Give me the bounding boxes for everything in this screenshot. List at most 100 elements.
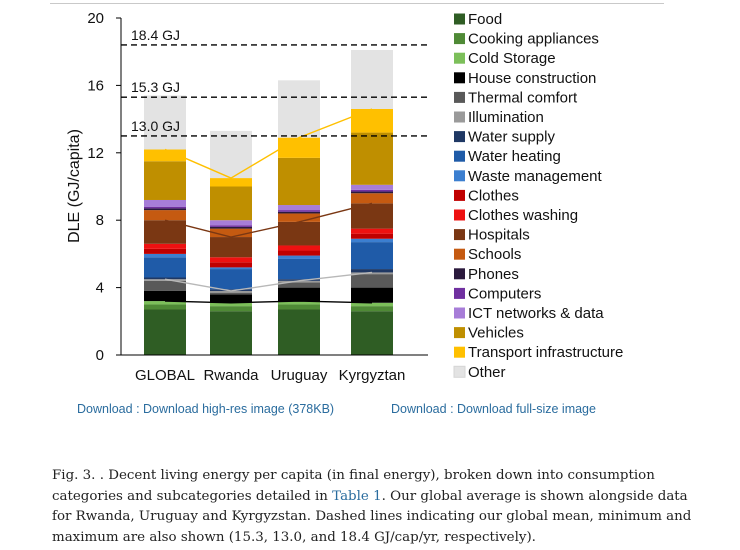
bar-segment-house-construction-uruguay <box>278 287 320 302</box>
legend-label-clothes-washing: Clothes washing <box>468 207 578 224</box>
legend-swatch-waste-management <box>454 170 465 182</box>
legend-label-cold-storage: Cold Storage <box>468 50 556 67</box>
legend-swatch-phones <box>454 268 465 280</box>
legend-label-clothes: Clothes <box>468 187 519 204</box>
bar-segment-clothes-uruguay <box>278 250 320 256</box>
bar-segment-transport-infrastructure-uruguay <box>278 137 320 158</box>
bar-segment-waste-management-rwanda <box>210 267 252 270</box>
legend-swatch-water-supply <box>454 131 465 143</box>
bar-segment-vehicles-global <box>144 161 186 200</box>
legend-swatch-water-heating <box>454 150 465 162</box>
y-tick-label-12: 12 <box>87 145 104 162</box>
bar-segment-water-supply-global <box>144 277 186 280</box>
bar-segment-computers-kyrgyztan <box>351 189 393 192</box>
legend-swatch-thermal-comfort <box>454 91 465 103</box>
legend-swatch-clothes <box>454 189 465 201</box>
bar-segment-other-uruguay <box>278 80 320 138</box>
bar-segment-vehicles-kyrgyztan <box>351 132 393 185</box>
legend-swatch-schools <box>454 248 465 260</box>
legend-label-cooking-appliances: Cooking appliances <box>468 31 599 48</box>
legend-swatch-transport-infrastructure <box>454 346 465 358</box>
bar-segment-hospitals-global <box>144 220 186 244</box>
connector-line-illumination <box>164 271 373 292</box>
top-divider <box>50 3 664 4</box>
bar-segment-other-kyrgyztan <box>351 50 393 109</box>
bar-segment-waste-management-global <box>144 253 186 258</box>
bar-segment-illumination-rwanda <box>210 290 252 293</box>
legend-swatch-food <box>454 13 465 25</box>
bar-segment-thermal-comfort-global <box>144 280 186 291</box>
caption-text-end: . Our global average is shown alongside … <box>52 488 692 545</box>
stacked-bar-chart: 18.4 GJ 15.3 GJ 13.0 GJ 0 4 8 12 16 20 GLOBAL Rwan… <box>66 10 623 384</box>
bar-segment-vehicles-rwanda <box>210 186 252 221</box>
bar-segment-schools-global <box>144 210 186 221</box>
bar-segment-phones-kyrgyztan <box>351 191 393 194</box>
bar-segment-illumination-kyrgyztan <box>351 272 393 275</box>
bar-segment-phones-global <box>144 208 186 211</box>
bar-segment-ict-networks-data-rwanda <box>210 220 252 226</box>
bar-segment-waste-management-uruguay <box>278 255 320 259</box>
legend-label-water-supply: Water supply <box>468 129 555 146</box>
bar-segment-water-heating-rwanda <box>210 269 252 290</box>
bar-segment-house-construction-global <box>144 290 186 302</box>
bar-segment-computers-uruguay <box>278 210 320 212</box>
bar-segment-clothes-global <box>144 248 186 254</box>
figure-caption: Fig. 3. . Decent living energy per capit… <box>52 466 692 548</box>
bar-segment-cold-storage-rwanda <box>210 302 252 307</box>
y-tick-label-4: 4 <box>96 280 104 297</box>
bar-segment-computers-global <box>144 206 186 209</box>
bar-segment-illumination-global <box>144 279 186 281</box>
bar-segment-house-construction-kyrgyztan <box>351 287 393 303</box>
bar-segment-cold-storage-global <box>144 301 186 305</box>
legend-label-hospitals: Hospitals <box>468 227 530 244</box>
bar-segment-vehicles-uruguay <box>278 157 320 206</box>
connector-line-cold-storage <box>164 300 373 304</box>
legend-swatch-vehicles <box>454 327 465 339</box>
reference-label-15-3-gj: 15.3 GJ <box>131 79 180 95</box>
bar-segment-thermal-comfort-uruguay <box>278 282 320 288</box>
legend-label-thermal-comfort: Thermal comfort <box>468 89 578 106</box>
bar-segment-cooking-appliances-uruguay <box>278 304 320 310</box>
bar-segment-house-construction-rwanda <box>210 294 252 303</box>
bar-segment-cold-storage-uruguay <box>278 301 320 305</box>
caption-text-start: Fig. 3. . Decent living energy per capit… <box>52 468 655 504</box>
connector-line-transport-infrastructure <box>164 108 373 179</box>
bar-segment-other-global <box>144 95 186 150</box>
legend-label-waste-management: Waste management <box>468 168 603 185</box>
bar-segment-transport-infrastructure-rwanda <box>210 178 252 187</box>
bar-segment-clothes-washing-uruguay <box>278 245 320 251</box>
bar-segment-ict-networks-data-uruguay <box>278 205 320 211</box>
legend-swatch-cooking-appliances <box>454 33 465 45</box>
download-full-size-link[interactable]: Download : Download full-size image <box>391 402 596 416</box>
x-tick-label-kyrgyztan: Kyrgyztan <box>339 367 406 384</box>
bar-segment-ict-networks-data-kyrgyztan <box>351 184 393 190</box>
bar-segment-clothes-washing-kyrgyztan <box>351 228 393 234</box>
bar-segment-waste-management-kyrgyztan <box>351 238 393 243</box>
bar-segment-cooking-appliances-kyrgyztan <box>351 306 393 312</box>
legend-swatch-clothes-washing <box>454 209 465 221</box>
legend-label-vehicles: Vehicles <box>468 325 524 342</box>
legend-label-ict-networks-data: ICT networks & data <box>468 305 604 322</box>
y-tick-label-8: 8 <box>96 212 104 229</box>
x-tick-label-uruguay: Uruguay <box>271 367 328 384</box>
bar-segment-clothes-washing-global <box>144 243 186 249</box>
x-tick-label-rwanda: Rwanda <box>203 367 259 384</box>
bar-segment-cooking-appliances-global <box>144 304 186 310</box>
bar-segment-water-heating-kyrgyztan <box>351 242 393 270</box>
reference-label-13-0-gj: 13.0 GJ <box>131 118 180 134</box>
bar-segment-water-supply-uruguay <box>278 279 320 281</box>
bar-segment-computers-rwanda <box>210 225 252 227</box>
x-tick-label-global: GLOBAL <box>135 367 195 384</box>
bar-segment-ict-networks-data-global <box>144 199 186 207</box>
legend-swatch-other <box>453 365 466 378</box>
y-axis-title: DLE (GJ/capita) <box>66 129 83 243</box>
bar-segment-hospitals-rwanda <box>210 237 252 258</box>
table-1-link[interactable]: Table 1 <box>332 488 382 504</box>
download-high-res-link[interactable]: Download : Download high-res image (378K… <box>77 402 335 416</box>
legend-label-transport-infrastructure: Transport infrastructure <box>468 344 623 361</box>
legend-label-illumination: Illumination <box>468 109 544 126</box>
legend-swatch-cold-storage <box>454 52 465 64</box>
bar-segment-water-supply-kyrgyztan <box>351 269 393 273</box>
bar-segment-hospitals-uruguay <box>278 221 320 246</box>
bar-segment-phones-uruguay <box>278 211 320 214</box>
